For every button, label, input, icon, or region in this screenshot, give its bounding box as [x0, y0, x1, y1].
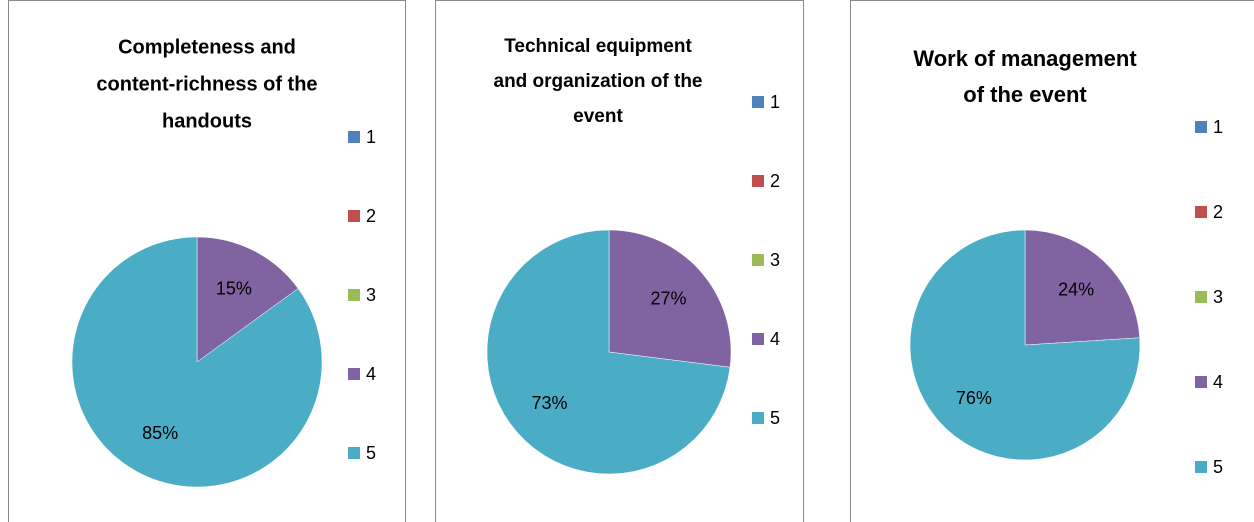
chart-title: event [573, 106, 623, 127]
pie-slice [196, 236, 299, 363]
legend-label: 5 [366, 443, 376, 463]
pie-slice [608, 229, 732, 368]
data-label: 24% [1058, 279, 1094, 299]
legend-swatch [752, 254, 764, 266]
legend-swatch [348, 368, 360, 380]
legend-label: 4 [1213, 372, 1223, 392]
legend-label: 2 [1213, 202, 1223, 222]
legend-label: 4 [770, 329, 780, 349]
chart-title: of the event [963, 82, 1087, 107]
legend-swatch [1195, 461, 1207, 473]
legend-label: 3 [770, 250, 780, 270]
legend-swatch [1195, 376, 1207, 388]
legend-label: 2 [366, 206, 376, 226]
legend-swatch [752, 412, 764, 424]
chart-title: content-richness of the [96, 73, 317, 95]
chart-title: Work of management [913, 46, 1137, 71]
data-label: 73% [532, 393, 568, 413]
legend-label: 1 [366, 127, 376, 147]
legend-label: 3 [366, 285, 376, 305]
legend-label: 5 [770, 408, 780, 428]
panel-frame [850, 0, 1254, 522]
legend-label: 5 [1213, 457, 1223, 477]
panel-frame [8, 0, 406, 522]
pie-slice [1024, 229, 1141, 346]
legend-swatch [348, 289, 360, 301]
legend-swatch [752, 96, 764, 108]
chart-title: handouts [162, 110, 252, 132]
panel-frame [435, 0, 804, 522]
legend-label: 1 [770, 92, 780, 112]
legend-label: 1 [1213, 117, 1223, 137]
legend-label: 4 [366, 364, 376, 384]
legend-swatch [348, 210, 360, 222]
legend-swatch [1195, 121, 1207, 133]
legend-swatch [752, 333, 764, 345]
pie-slice [486, 229, 731, 475]
legend-swatch [1195, 291, 1207, 303]
legend-label: 2 [770, 171, 780, 191]
legend-swatch [348, 447, 360, 459]
data-label: 27% [650, 288, 686, 308]
legend-swatch [348, 131, 360, 143]
chart-title: and organization of the [494, 71, 703, 92]
chart-title: Technical equipment [504, 36, 692, 57]
legend-swatch [752, 175, 764, 187]
data-label: 76% [956, 388, 992, 408]
pie-slice [71, 236, 323, 488]
chart-title: Completeness and [118, 36, 296, 58]
data-label: 85% [142, 423, 178, 443]
data-label: 15% [216, 278, 252, 298]
legend-swatch [1195, 206, 1207, 218]
pie-slice [909, 229, 1141, 461]
legend-label: 3 [1213, 287, 1223, 307]
